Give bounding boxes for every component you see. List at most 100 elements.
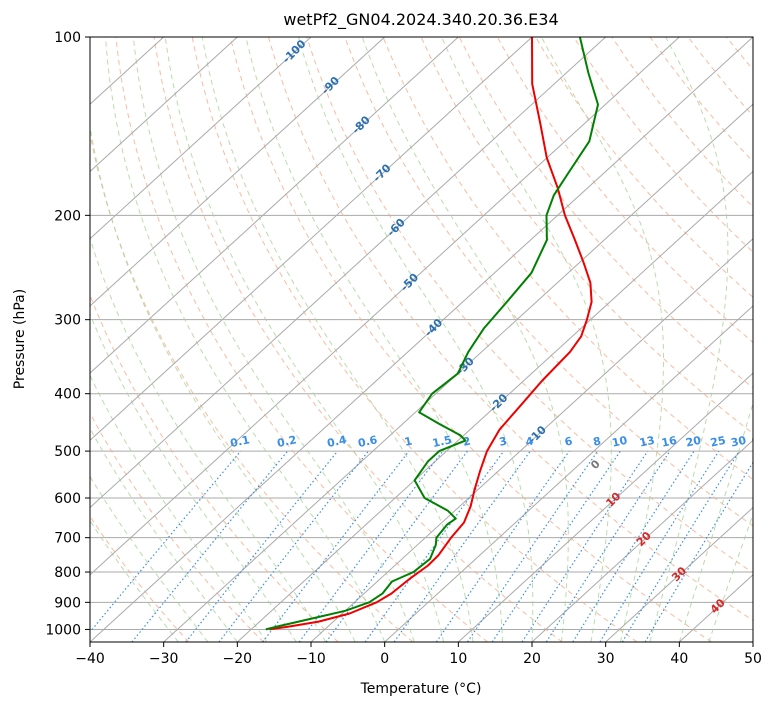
mixing-ratio-label: 16 [660,434,678,450]
x-tick-label: 0 [380,651,389,667]
temperature-profile-line [269,37,593,631]
mixing-ratio-line [298,450,444,642]
mixing-ratio-label: 0.1 [229,433,251,450]
y-tick-label: 300 [54,313,81,329]
isotherm-label: 0 [588,457,603,472]
y-tick-label: 100 [54,30,81,46]
moist-adiabat-line [105,37,386,642]
mixing-ratio-line [364,450,505,642]
x-tick-label: 30 [597,651,615,667]
mixing-ratio-label: 25 [709,434,727,450]
dry-adiabat-line [649,37,753,163]
y-tick-label: 1000 [45,622,81,638]
y-tick-label: 700 [54,531,81,547]
mixing-ratio-label: 20 [685,434,703,450]
moist-adiabat-line [540,37,664,642]
isotherm-line [90,37,753,642]
isotherm-line [752,641,753,642]
isotherm-line [605,506,753,642]
moist-adiabat-line [90,475,209,642]
mixing-ratio-line [545,450,671,642]
dry-adiabat-line [535,37,753,298]
x-tick-label: −10 [296,651,326,667]
y-tick-label: 200 [54,208,81,224]
y-tick-label: 800 [54,565,81,581]
mixing-ratio-label: 0.4 [326,433,348,450]
moist-adiabat-line [90,374,268,642]
x-tick-label: 50 [744,651,762,667]
mixing-ratio-line [491,450,621,642]
x-tick-label: −40 [75,651,105,667]
y-axis-label: Pressure (hPa) [12,289,28,389]
isotherm-line [90,37,238,173]
dry-adiabat-line [90,293,339,642]
dry-adiabat-line [153,37,563,642]
axes: −40 −30 −20 −10 0 10 20 30 40 5010009008007006005… [45,30,762,667]
y-tick-label: 500 [54,444,81,460]
dry-adiabat-line [344,37,753,527]
dry-adiabat-line [726,37,753,71]
mixing-ratio-line [131,450,289,642]
dry-adiabat-line [268,37,753,622]
mixing-ratio-label: 1.5 [431,433,453,450]
mixing-ratio-line [621,450,740,642]
y-tick-label: 600 [54,491,81,507]
moist-adiabat-line [297,37,534,642]
isotherm-line [90,37,312,240]
mixing-ratio-label: 4 [524,434,535,448]
dry-adiabat-line [611,37,753,208]
mixing-ratio-label: 0.2 [276,433,298,450]
x-axis-label: Temperature (°C) [360,681,482,697]
moist-adiabat-line [361,37,569,642]
plot-frame [89,36,754,643]
moist-adiabat-line [245,37,503,642]
profile-lines [265,37,599,631]
isotherm-line [236,170,753,642]
moist-adiabat-line [708,513,753,642]
dry-adiabat-line [90,515,190,642]
isotherm-label: -100 [280,37,309,66]
dry-adiabat-line [90,412,264,642]
mixing-ratio-label: 3 [498,435,508,449]
isotherm-line [90,37,533,442]
mixing-ratio-line [90,450,242,633]
isotherm-line [531,439,753,642]
dry-adiabat-line [765,37,775,642]
x-tick-label: −20 [223,651,253,667]
isotherm-line [457,372,753,642]
moist-adiabat-line [678,401,753,642]
mixing-ratio-line [262,450,410,642]
mixing-ratio-line [466,450,599,642]
moist-adiabat-line [90,123,356,642]
moist-adiabat-line [90,312,297,642]
background-lines [90,37,775,642]
mixing-ratio-line [435,450,570,642]
isotherm-line [310,237,753,642]
mixing-ratio-label: 10 [611,434,629,450]
moist-adiabat-line [90,236,327,642]
x-tick-label: 40 [670,651,688,667]
dry-adiabat-line [115,37,488,642]
mixing-ratio-line [218,450,369,642]
mixing-ratio-label: 0.6 [357,433,379,450]
mixing-ratio-line [325,450,468,642]
dewpoint-profile-line [265,37,599,631]
mixing-ratio-line [572,450,695,642]
isotherm-line [90,37,607,509]
moist-adiabat-line [90,427,238,642]
dry-adiabat-line [687,37,753,117]
isotherm-line [90,37,459,374]
x-tick-label: 20 [523,651,541,667]
dry-adiabat-line [306,37,753,574]
mixing-ratio-line [521,450,649,642]
moist-adiabat-line [649,37,729,642]
mixing-ratio-label: 1 [403,435,413,449]
mixing-ratio-label: 6 [563,434,574,448]
y-tick-label: 900 [54,595,81,611]
isotherm-line [90,37,680,576]
isotherm-line [384,305,753,642]
dry-adiabat-line [458,37,753,389]
mixing-ratio-label: 30 [730,434,748,450]
mixing-ratio-label: 13 [638,434,656,450]
